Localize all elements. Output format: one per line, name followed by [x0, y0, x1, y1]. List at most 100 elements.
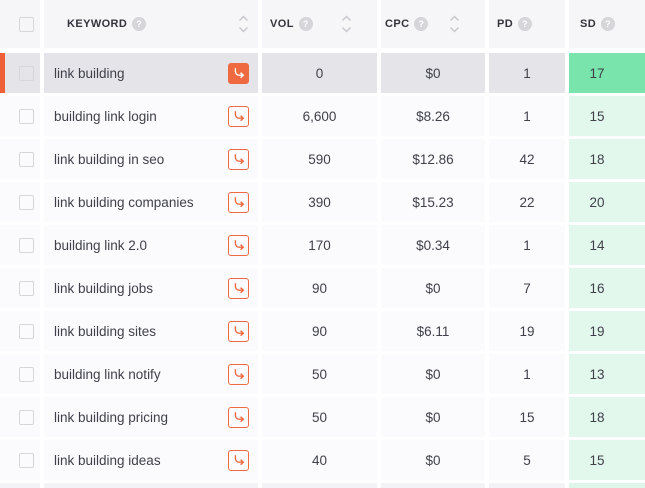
row-checkbox[interactable]	[19, 280, 34, 296]
row-checkbox-cell	[0, 139, 40, 179]
pd-value: 1	[489, 354, 565, 394]
return-arrow-icon	[234, 68, 244, 79]
cpc-value: $15.23	[381, 182, 485, 222]
return-arrow-icon	[234, 197, 244, 208]
help-icon[interactable]: ?	[298, 17, 313, 31]
open-serp-button[interactable]	[228, 277, 249, 299]
column-header-keyword[interactable]: KEYWORD ?	[44, 0, 258, 48]
table-row[interactable]: link building jobs 90 $0 7 16	[0, 268, 645, 308]
column-label: PD	[497, 18, 514, 30]
pd-value: 15	[489, 397, 565, 437]
open-serp-button[interactable]	[228, 62, 249, 84]
pd-value: 7	[489, 268, 565, 308]
cpc-value: $0	[381, 397, 485, 437]
return-arrow-icon	[234, 154, 244, 165]
return-arrow-icon	[234, 240, 244, 251]
open-serp-button[interactable]	[228, 148, 249, 170]
row-checkbox-cell	[0, 397, 40, 437]
vol-value: 390	[262, 182, 377, 222]
open-serp-button[interactable]	[228, 191, 249, 213]
keyword-text: building link login	[54, 108, 157, 124]
cpc-value: $0	[381, 53, 485, 93]
open-serp-button[interactable]	[228, 449, 249, 471]
help-icon[interactable]: ?	[601, 17, 616, 31]
partial-cell	[381, 483, 485, 488]
sd-value: 15	[569, 96, 645, 136]
selected-row-indicator	[0, 53, 5, 93]
sd-value: 17	[569, 53, 645, 93]
sd-value: 19	[569, 311, 645, 351]
return-arrow-icon	[234, 283, 244, 294]
keyword-text: link building sites	[54, 323, 157, 339]
sort-icon[interactable]	[449, 14, 460, 34]
table-row[interactable]: building link login 6,600 $8.26 1 15	[0, 96, 645, 136]
open-serp-button[interactable]	[228, 234, 249, 256]
column-header-cpc[interactable]: CPC ?	[381, 0, 485, 48]
cpc-value: $12.86	[381, 139, 485, 179]
row-checkbox[interactable]	[19, 409, 34, 425]
row-checkbox-cell	[0, 96, 40, 136]
keyword-text: building link notify	[54, 366, 161, 382]
table-row[interactable]: building link 2.0 170 $0.34 1 14	[0, 225, 645, 265]
return-arrow-icon	[234, 111, 244, 122]
column-header-vol[interactable]: VOL ?	[262, 0, 377, 48]
sort-icon[interactable]	[238, 14, 249, 34]
keyword-cell: link building companies	[44, 182, 258, 222]
pd-value: 1	[489, 225, 565, 265]
vol-value: 6,600	[262, 96, 377, 136]
table-row[interactable]: link building 0 $0 1 17	[0, 53, 645, 93]
row-checkbox[interactable]	[19, 151, 34, 167]
vol-value: 90	[262, 311, 377, 351]
vol-value: 90	[262, 268, 377, 308]
partial-cell	[262, 483, 377, 488]
row-checkbox[interactable]	[19, 108, 34, 124]
row-checkbox[interactable]	[19, 194, 34, 210]
sort-icon[interactable]	[341, 14, 352, 34]
cpc-value: $0	[381, 268, 485, 308]
select-all-checkbox[interactable]	[19, 16, 34, 32]
keyword-cell: building link 2.0	[44, 225, 258, 265]
keyword-text: link building jobs	[54, 280, 154, 296]
row-checkbox[interactable]	[19, 237, 34, 253]
partial-cell	[44, 483, 258, 488]
keyword-text: link building ideas	[54, 452, 161, 468]
column-label: VOL	[270, 18, 294, 30]
keyword-text: link building	[54, 65, 125, 81]
table-row[interactable]: building link notify 50 $0 1 13	[0, 354, 645, 394]
keyword-cell: link building pricing	[44, 397, 258, 437]
return-arrow-icon	[234, 455, 244, 466]
help-icon[interactable]: ?	[518, 17, 533, 31]
vol-value: 40	[262, 440, 377, 480]
open-serp-button[interactable]	[228, 105, 249, 127]
keyword-cell: building link login	[44, 96, 258, 136]
row-checkbox[interactable]	[19, 366, 34, 382]
keyword-cell: building link notify	[44, 354, 258, 394]
keyword-cell: link building sites	[44, 311, 258, 351]
pd-value: 22	[489, 182, 565, 222]
row-checkbox-cell	[0, 182, 40, 222]
column-label: KEYWORD	[67, 18, 128, 30]
table-row[interactable]: link building pricing 50 $0 15 18	[0, 397, 645, 437]
help-icon[interactable]: ?	[132, 17, 147, 31]
open-serp-button[interactable]	[228, 320, 249, 342]
table-row[interactable]: link building companies 390 $15.23 22 20	[0, 182, 645, 222]
table-row[interactable]: link building in seo 590 $12.86 42 18	[0, 139, 645, 179]
open-serp-button[interactable]	[228, 363, 249, 385]
row-checkbox[interactable]	[19, 323, 34, 339]
select-all-cell	[0, 0, 40, 48]
open-serp-button[interactable]	[228, 406, 249, 428]
vol-value: 50	[262, 397, 377, 437]
pd-value: 5	[489, 440, 565, 480]
cpc-value: $0	[381, 354, 485, 394]
partial-cell	[0, 483, 40, 488]
help-icon[interactable]: ?	[414, 17, 429, 31]
sd-value: 16	[569, 268, 645, 308]
keyword-text: link building pricing	[54, 409, 169, 425]
table-header: KEYWORD ? VOL ? CPC ?	[0, 0, 645, 48]
cpc-value: $6.11	[381, 311, 485, 351]
table-row[interactable]: link building sites 90 $6.11 19 19	[0, 311, 645, 351]
row-checkbox[interactable]	[19, 65, 34, 81]
row-checkbox[interactable]	[19, 452, 34, 468]
table-row[interactable]: link building ideas 40 $0 5 15	[0, 440, 645, 480]
row-checkbox-cell	[0, 53, 40, 93]
